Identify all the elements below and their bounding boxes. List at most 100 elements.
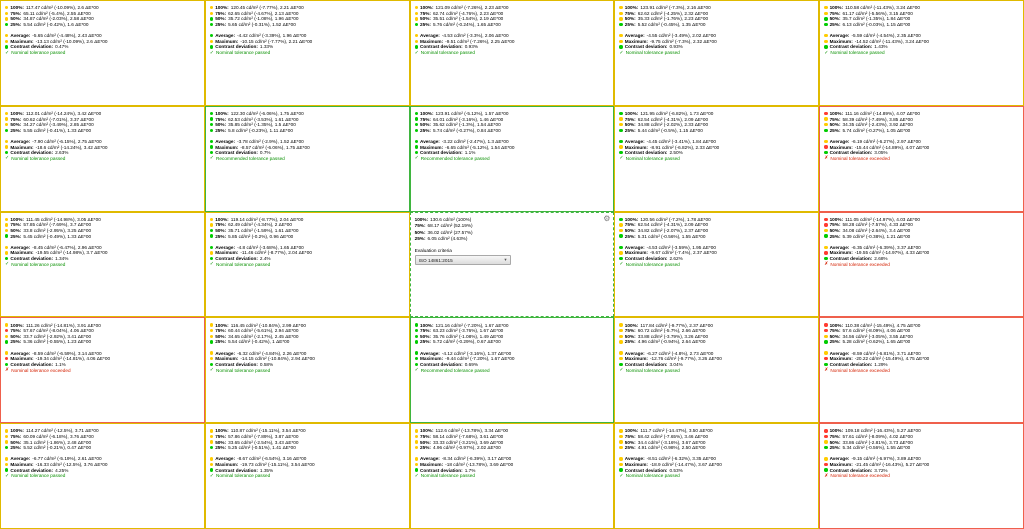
tolerance-result-text: Recommended tolerance passed <box>216 155 285 161</box>
measurement-line: Average: -4.45 cd/m² (-3.41%), 1.84 ΔE*00 <box>619 139 813 145</box>
level-label: 100%: <box>624 322 639 328</box>
measurement-line: Contrast deviation: 2.50% <box>619 150 813 156</box>
level-label: 75%: <box>624 116 636 122</box>
level-value: 34.08 cd/m² (-2.64%), 3.4 ΔE*00 <box>842 228 911 234</box>
level-label: Contrast deviation: <box>624 467 668 473</box>
level-label: 75%: <box>624 434 636 440</box>
green-status-dot <box>619 362 623 366</box>
yellow-status-dot <box>5 6 9 10</box>
uniformity-cell-r3c1: 100%: 111.45 cd/m² (-14.98%), 3.05 ΔE*00 7… <box>0 211 205 318</box>
measurement-line: Maximum: -14.15 cd/m² (-10.84%), 2.94 ΔE*… <box>209 356 404 362</box>
green-status-dot <box>209 45 214 49</box>
yellow-status-dot <box>824 123 828 127</box>
measurement-line: Contrast deviation: 0.47% <box>5 44 199 50</box>
green-status-dot <box>5 362 9 366</box>
level-label: 25%: <box>624 233 636 239</box>
measurement-line: 50%: 33.8 cd/m² (-2.95%), 3.25 ΔE*00 <box>5 228 199 234</box>
level-label: 100%: <box>829 322 844 328</box>
tolerance-result: ✓ Nominal tolerance passed <box>5 50 199 56</box>
level-value: -8.57 cd/m² (-6.06%), 1.75 ΔE*00 <box>240 144 310 150</box>
level-label: 25%: <box>419 445 431 451</box>
measurement-line: 25%: 4.96 cd/m² (-0.97%), 2.02 ΔE*00 <box>414 445 609 451</box>
level-label: 100%: <box>10 428 24 434</box>
level-label: Average: <box>215 138 236 144</box>
measurement-line: 50%: 34.4 cd/m² (-3.16%), 3.67 ΔE*00 <box>619 439 813 445</box>
check-icon: ✓ <box>209 155 214 162</box>
green-status-dot <box>824 150 828 155</box>
level-label: Average: <box>624 138 645 144</box>
level-value: -18.6 cd/m² (-14.24%), 3.42 ΔE*00 <box>35 144 108 150</box>
level-label: Average: <box>624 244 645 250</box>
level-value: 57.67 cd/m² (-8.04%), 4.06 ΔE*00 <box>23 328 94 334</box>
green-status-dot <box>824 256 828 261</box>
yellow-status-dot <box>414 457 418 461</box>
measurement-line: Average: -5.65 cd/m² (-4.48%), 2.43 ΔE*00 <box>5 33 199 39</box>
measurement-line: Contrast deviation: 2.63% <box>5 150 199 156</box>
uniformity-cell-r3c4: 100%: 120.56 cd/m² (-7.2%), 1.78 ΔE*00 75%… <box>614 211 820 318</box>
level-value: -9.44 cd/m² (-7.20%), 1.67 ΔE*00 <box>445 356 515 362</box>
measurement-line: 25%: 5.39 cd/m² (-0.38%), 1.21 ΔE*00 <box>824 233 1018 239</box>
check-icon: ✓ <box>209 472 214 479</box>
level-label: Contrast deviation: <box>215 467 258 473</box>
level-label: Contrast deviation: <box>215 150 258 156</box>
level-value: -19.55 cd/m² (-14.97%), 4.33 ΔE*00 <box>854 250 930 256</box>
tolerance-result: ✓ Recommended tolerance passed <box>415 155 609 161</box>
yellow-status-dot <box>824 33 828 38</box>
evaluation-criteria-select[interactable]: ISO 14861:2015 ▾ <box>414 255 511 266</box>
level-value: 5.28 cd/m² (-0.62%), 1.65 ΔE*00 <box>842 339 911 345</box>
level-value: -8.91 cd/m² (-6.82%), 2.33 ΔE*00 <box>649 144 720 150</box>
level-value: 0.58% <box>259 361 274 367</box>
measurement-line: 100%: 123.91 cd/m² (-5.12%), 1.57 ΔE*00 <box>414 111 609 117</box>
level-value: 58.39 cd/m² (-7.49%), 3.85 ΔE*00 <box>842 116 913 122</box>
level-label: 100%: <box>414 217 429 223</box>
level-label: Maximum: <box>624 144 648 150</box>
green-status-dot <box>5 150 9 155</box>
level-label: Maximum: <box>624 461 648 467</box>
measurement-line: Contrast deviation: 1.34% <box>5 256 199 262</box>
measurement-line: 25%: 5.52 cd/m² (-0.45%), 1.35 ΔE*00 <box>619 22 813 28</box>
measurement-line: Maximum: -9.51 cd/m² (-7.26%), 2.25 ΔE*00 <box>414 38 609 44</box>
yellow-status-dot <box>5 11 9 16</box>
level-value: 4.25% <box>55 467 69 473</box>
level-label: 50%: <box>10 122 22 128</box>
measurement-line: Contrast deviation: 1.29% <box>824 361 1018 367</box>
measurement-line: Average: -3.78 cd/m² (-2.9%), 1.52 ΔE*00 <box>209 138 404 145</box>
red-status-dot <box>824 434 828 439</box>
measurement-line: 25%: 5.36 cd/m² (-0.55%), 1.23 ΔE*00 <box>5 339 199 345</box>
level-label: 100%: <box>829 216 844 222</box>
green-status-dot <box>414 329 418 333</box>
cross-icon: ✗ <box>824 472 829 479</box>
level-value: 57.61 cd/m² (-8.09%), 4.02 ΔE*00 <box>842 434 913 440</box>
level-value: 68.17 cd/m² (52.19%) <box>427 223 473 229</box>
level-value: 5.25 cd/m² (-0.51%), 1.41 ΔE*00 <box>228 445 296 451</box>
measurement-line: Maximum: -8.57 cd/m² (-6.06%), 1.75 ΔE*00 <box>209 144 404 150</box>
uniformity-cell-r1c5: 100%: 110.58 cd/m² (-11.43%), 3.24 ΔE*00 7… <box>819 0 1024 106</box>
level-value: 5.52 cd/m² (-0.21%), 0.47 ΔE*00 <box>23 445 92 451</box>
measurement-line: Maximum: -9.44 cd/m² (-7.20%), 1.67 ΔE*00 <box>414 356 609 362</box>
level-label: Average: <box>10 138 31 144</box>
level-label: 100%: <box>829 5 844 11</box>
level-value: 2.62% <box>669 255 683 261</box>
level-label: 25%: <box>419 127 431 133</box>
level-label: 25%: <box>419 339 431 345</box>
yellow-status-dot <box>209 440 214 444</box>
yellow-status-dot <box>414 434 418 439</box>
green-status-dot <box>824 128 828 133</box>
yellow-status-dot <box>5 117 9 121</box>
level-label: 25%: <box>215 22 227 28</box>
measurement-line: 50%: 35.1 cd/m² (-1.86%), 2.48 ΔE*00 <box>5 439 199 445</box>
gear-icon[interactable]: ⚙ <box>603 213 611 223</box>
measurement-line: 50%: 33.65 cd/m² (-2.54%), 3.43 ΔE*00 <box>209 439 404 445</box>
tolerance-result-text: Nominal tolerance passed <box>625 367 680 373</box>
uniformity-cell-r2c5: 100%: 111.16 cd/m² (-14.89%), 4.07 ΔE*00 7… <box>819 105 1024 212</box>
level-label: Maximum: <box>215 250 239 256</box>
tolerance-result-text: Nominal tolerance passed <box>216 261 271 267</box>
level-label: 75%: <box>414 223 426 229</box>
tolerance-result: ✓ Nominal tolerance passed <box>415 50 609 56</box>
level-label: 75%: <box>10 222 22 228</box>
level-label: Contrast deviation: <box>829 361 873 367</box>
tolerance-result-text: Nominal tolerance passed <box>830 50 885 56</box>
level-value: -4.45 cd/m² (-3.41%), 1.84 ΔE*00 <box>646 138 716 144</box>
level-value: 112.01 cd/m² (-14.24%), 3.42 ΔE*00 <box>25 111 102 117</box>
green-status-dot <box>414 128 418 133</box>
